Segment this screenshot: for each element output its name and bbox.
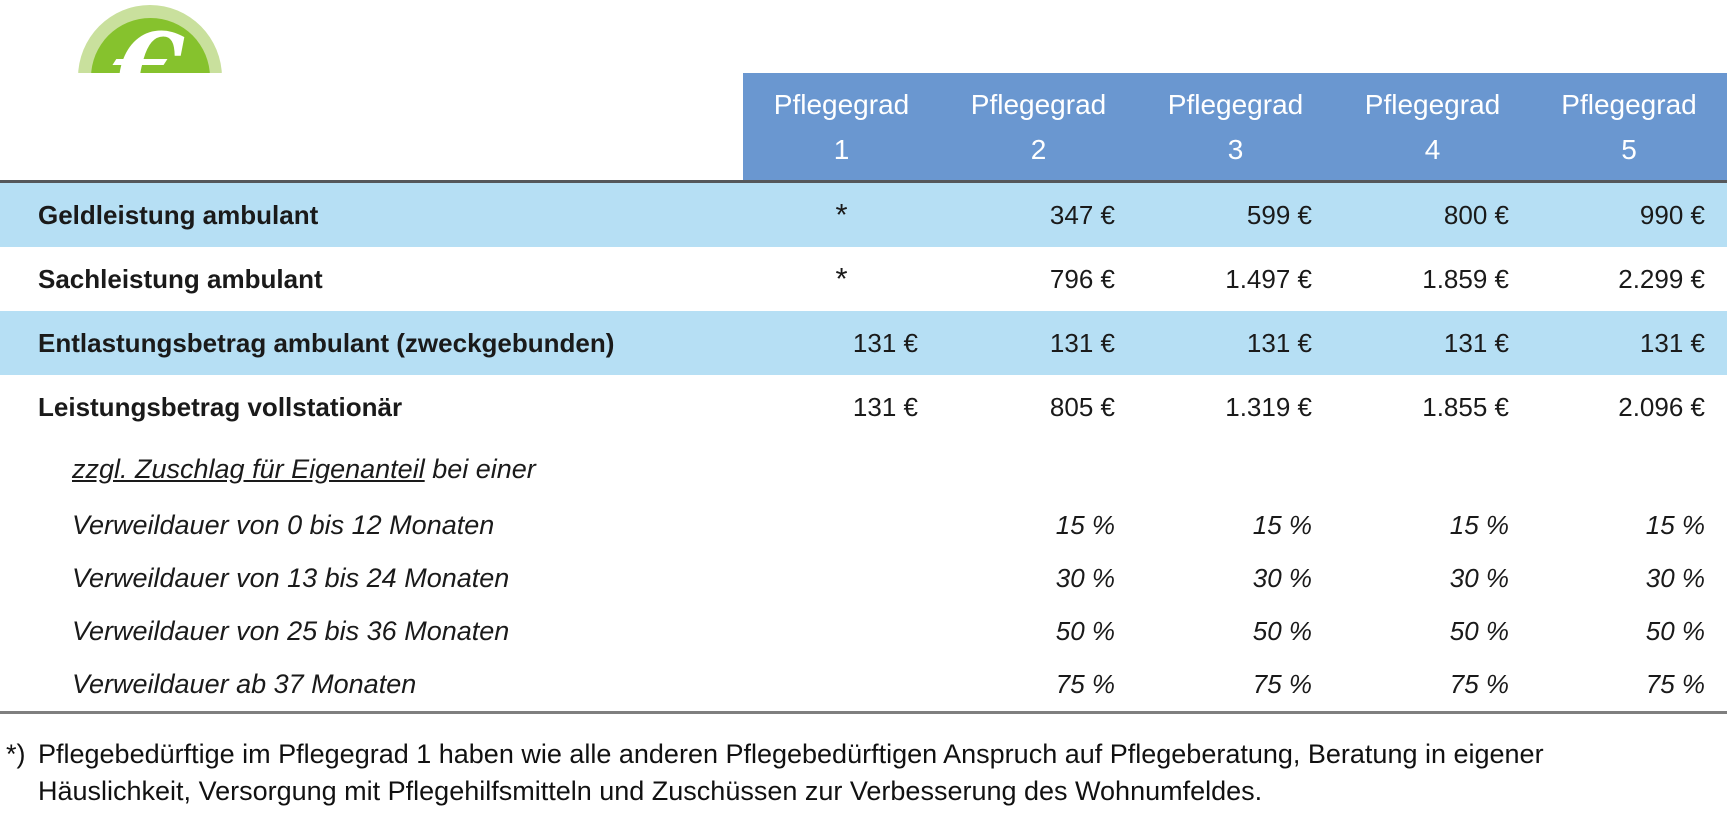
column-header-label: Pflegegrad <box>970 88 1107 120</box>
footnote-marker: *) <box>6 739 26 769</box>
value-cell: 131 € <box>852 391 918 422</box>
empty-cell <box>743 552 940 605</box>
value-cell: 599 € <box>1137 181 1334 247</box>
row-label-underlined-part: zzgl. Zuschlag für Eigenanteil <box>72 453 425 484</box>
column-header-label: Pflegegrad <box>773 88 910 120</box>
column-header-pflegegrad-1: Pflegegrad 1 <box>743 73 940 183</box>
footnote-text: Pflegebedürftige im Pflegegrad 1 haben w… <box>38 736 1544 810</box>
value-cell: 50 % <box>1449 616 1509 646</box>
asterisk-cell: * <box>835 261 848 296</box>
value-cell: 30 % <box>1449 563 1509 593</box>
row-label: Entlastungsbetrag ambulant (zweckgebunde… <box>0 311 743 375</box>
table-row: Verweildauer von 0 bis 12 Monaten 15 % 15 … <box>0 499 1727 552</box>
column-header-number: 1 <box>833 133 850 165</box>
empty-cell <box>743 605 940 658</box>
value-cell: 50 % <box>1645 616 1705 646</box>
column-header-number: 2 <box>1030 133 1047 165</box>
row-label: Verweildauer von 13 bis 24 Monaten <box>72 563 510 593</box>
column-header-number: 3 <box>1227 133 1244 165</box>
value-cell: 75 % <box>940 658 1137 714</box>
row-label: Verweildauer von 0 bis 12 Monaten <box>72 510 495 540</box>
table-row: Sachleistung ambulant * 796 € 1.497 € 1.859 … <box>0 247 1727 311</box>
value-cell: 50 % <box>1252 616 1312 646</box>
column-header-pflegegrad-2: Pflegegrad 2 <box>940 73 1137 183</box>
row-label: Geldleistung ambulant <box>0 181 743 247</box>
empty-cell <box>940 439 1137 499</box>
value-cell: 1.855 € <box>1422 391 1509 422</box>
row-label: zzgl. Zuschlag für Eigenanteil bei einer <box>0 439 743 499</box>
value-cell: 75 % <box>1334 658 1531 714</box>
column-header-label: Pflegegrad <box>1167 88 1304 120</box>
empty-cell <box>1531 439 1727 499</box>
table-corner-cell <box>0 73 743 183</box>
table-row: zzgl. Zuschlag für Eigenanteil bei einer <box>0 439 1727 499</box>
pflegegrad-benefits-table: Pflegegrad 1 Pflegegrad 2 Pflegegrad 3 Pflegeg… <box>0 73 1727 714</box>
value-cell: 15 % <box>1645 510 1705 540</box>
footnote-line-2: Häuslichkeit, Versorgung mit Pflegehilfs… <box>38 776 1263 806</box>
column-header-label: Pflegegrad <box>1364 88 1501 120</box>
value-cell: 990 € <box>1531 181 1727 247</box>
empty-cell <box>743 658 940 714</box>
value-cell: 1.859 € <box>1422 263 1509 294</box>
table-row: Entlastungsbetrag ambulant (zweckgebunde… <box>0 311 1727 375</box>
column-header-number: 5 <box>1621 133 1637 165</box>
column-header-pflegegrad-4: Pflegegrad 4 <box>1334 73 1531 183</box>
empty-cell <box>1137 439 1334 499</box>
value-cell: 131 € <box>743 311 940 375</box>
table-row: Verweildauer von 25 bis 36 Monaten 50 % 50… <box>0 605 1727 658</box>
value-cell: 2.096 € <box>1618 391 1705 422</box>
table-row: Geldleistung ambulant * 347 €599 €800 €990… <box>0 181 1727 247</box>
value-cell: 131 € <box>1531 311 1727 375</box>
header-row: Pflegegrad 1 Pflegegrad 2 Pflegegrad 3 Pflegeg… <box>0 73 1727 183</box>
row-label: Verweildauer ab 37 Monaten <box>0 658 743 714</box>
value-cell: 30 % <box>1055 563 1115 593</box>
row-label: Verweildauer von 25 bis 36 Monaten <box>72 616 510 646</box>
value-cell: 30 % <box>1252 563 1312 593</box>
column-header-pflegegrad-5: Pflegegrad 5 <box>1531 73 1727 183</box>
asterisk-cell: * <box>743 181 940 247</box>
value-cell: 50 % <box>1055 616 1115 646</box>
table-body: Geldleistung ambulant * 347 €599 €800 €990… <box>0 181 1727 714</box>
value-cell: 131 € <box>1334 311 1531 375</box>
table-row: Verweildauer von 13 bis 24 Monaten 30 % 30… <box>0 552 1727 605</box>
footnote-line-1: Pflegebedürftige im Pflegegrad 1 haben w… <box>38 739 1544 769</box>
value-cell: 15 % <box>1449 510 1509 540</box>
value-cell: 75 % <box>1137 658 1334 714</box>
table-row: Leistungsbetrag vollstationär 131 € 805 € 1… <box>0 375 1727 439</box>
value-cell: 15 % <box>1055 510 1115 540</box>
table-row: Verweildauer ab 37 Monaten 75 % 75 % 75 % 75… <box>0 658 1727 714</box>
value-cell: 347 € <box>940 181 1137 247</box>
value-cell: 1.497 € <box>1225 263 1312 294</box>
value-cell: 131 € <box>1137 311 1334 375</box>
footnote: *) Pflegebedürftige im Pflegegrad 1 habe… <box>6 736 1544 810</box>
value-cell: 1.319 € <box>1225 391 1312 422</box>
row-label: Sachleistung ambulant <box>38 263 323 294</box>
column-header-label: Pflegegrad <box>1561 88 1697 120</box>
value-cell: 800 € <box>1334 181 1531 247</box>
value-cell: 30 % <box>1645 563 1705 593</box>
column-header-number: 4 <box>1424 133 1441 165</box>
value-cell: 131 € <box>940 311 1137 375</box>
empty-cell <box>1334 439 1531 499</box>
value-cell: 805 € <box>1049 391 1115 422</box>
value-cell: 2.299 € <box>1618 263 1705 294</box>
empty-cell <box>743 439 940 499</box>
value-cell: 75 % <box>1531 658 1727 714</box>
row-label-plain-part: bei einer <box>424 453 536 484</box>
column-header-pflegegrad-3: Pflegegrad 3 <box>1137 73 1334 183</box>
row-label: Leistungsbetrag vollstationär <box>38 391 403 422</box>
value-cell: 796 € <box>1049 263 1115 294</box>
value-cell: 15 % <box>1252 510 1312 540</box>
table-header: Pflegegrad 1 Pflegegrad 2 Pflegegrad 3 Pflegeg… <box>0 73 1727 183</box>
empty-cell <box>743 499 940 552</box>
